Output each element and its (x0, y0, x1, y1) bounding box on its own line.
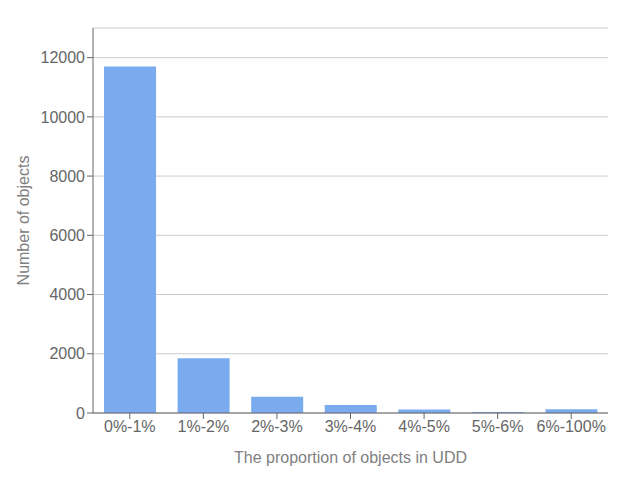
svg-text:4%-5%: 4%-5% (398, 418, 450, 435)
svg-text:12000: 12000 (41, 49, 86, 66)
svg-text:4000: 4000 (49, 286, 85, 303)
svg-text:5%-6%: 5%-6% (472, 418, 524, 435)
svg-text:8000: 8000 (49, 168, 85, 185)
svg-text:0%-1%: 0%-1% (104, 418, 156, 435)
svg-text:6000: 6000 (49, 227, 85, 244)
svg-text:2%-3%: 2%-3% (251, 418, 303, 435)
svg-text:10000: 10000 (41, 109, 86, 126)
svg-text:Number of objects: Number of objects (15, 156, 32, 286)
svg-text:2000: 2000 (49, 345, 85, 362)
svg-text:0: 0 (76, 405, 85, 422)
svg-text:6%-100%: 6%-100% (537, 418, 606, 435)
svg-text:The proportion of objects in U: The proportion of objects in UDD (234, 449, 467, 466)
svg-text:1%-2%: 1%-2% (178, 418, 230, 435)
svg-text:3%-4%: 3%-4% (325, 418, 377, 435)
